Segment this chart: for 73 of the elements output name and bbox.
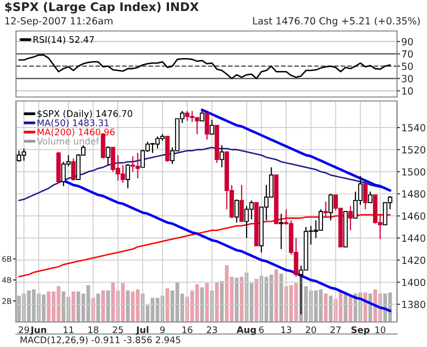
bar xyxy=(348,296,352,322)
bar xyxy=(240,276,244,322)
y-tick-label: 90 xyxy=(402,38,413,46)
bar xyxy=(72,291,76,322)
chart-title: $SPX (Large Cap Index) INDX xyxy=(5,2,199,14)
y-tick-label: 1480 xyxy=(402,190,426,198)
candlestick xyxy=(220,144,224,168)
legend-label: MA(200) 1460.96 xyxy=(38,128,115,136)
x-tick-label: 10 xyxy=(375,326,386,334)
bar xyxy=(328,296,333,322)
x-tick-label: 18 xyxy=(88,326,98,334)
candlestick xyxy=(200,110,204,122)
y-tick-label: 1500 xyxy=(402,168,426,176)
bar xyxy=(205,283,209,322)
y-tick-label: 1420 xyxy=(402,256,426,264)
candlestick xyxy=(324,201,328,218)
text: MACD(12,26,9) -0.911 -3.856 2.945 xyxy=(20,336,180,344)
bar xyxy=(166,288,170,322)
legend-label: $SPX (Daily) 1476.70 xyxy=(38,110,132,119)
y-tick-label: 1380 xyxy=(402,300,426,308)
y-tick-label: 1520 xyxy=(402,146,426,154)
y-tick-label: 30 xyxy=(402,74,413,82)
bar xyxy=(324,294,328,322)
x-tick-label: Aug xyxy=(236,326,256,335)
y-tick-label: 1400 xyxy=(402,278,426,286)
chart-subtitle: 12-Sep-2007 11:26am xyxy=(5,17,112,26)
candlestick xyxy=(239,184,244,222)
text: Volume undef xyxy=(36,138,100,145)
legend-label: RSI(14) 52.47 xyxy=(34,36,94,44)
y-tick-label: 1440 xyxy=(402,234,426,242)
x-tick-label: Jun xyxy=(30,326,46,335)
bar xyxy=(344,294,348,322)
y-tick-label: 70 xyxy=(402,50,413,58)
x-tick-label: 9 xyxy=(160,326,165,334)
candlestick xyxy=(368,191,372,204)
x-tick-label: 11 xyxy=(64,326,74,334)
x-tick-label: 13 xyxy=(281,326,292,334)
x-tick-label: 27 xyxy=(330,326,341,334)
candlestick xyxy=(234,198,239,224)
bar xyxy=(254,278,258,322)
x-tick-label: 25 xyxy=(112,326,123,334)
x-tick-label: Jul xyxy=(136,326,148,335)
candlestick xyxy=(126,163,130,189)
legend-label: MA(50) 1483.31 xyxy=(38,119,109,128)
candlestick xyxy=(204,112,210,140)
x-tick-label: Sep xyxy=(351,326,370,335)
line-series xyxy=(18,54,391,80)
y-tick-label: 1540 xyxy=(402,124,426,132)
bar xyxy=(96,294,100,322)
x-tick-label: 6 xyxy=(259,326,264,334)
x-tick-label: 20 xyxy=(306,326,316,334)
text: Last 1476.70 Chg +5.21 (+0.35%) xyxy=(253,17,420,26)
y-tick-label: 10 xyxy=(402,87,413,95)
candlestick xyxy=(348,205,353,231)
line-series xyxy=(200,108,392,192)
bar xyxy=(274,269,278,322)
candlestick xyxy=(279,213,284,250)
candlestick xyxy=(106,146,110,166)
candlestick xyxy=(363,183,368,210)
bar xyxy=(126,290,130,322)
x-tick-label: 23 xyxy=(206,326,217,334)
candlestick xyxy=(328,193,333,221)
candlestick xyxy=(210,119,214,135)
bar xyxy=(215,282,219,322)
candlestick xyxy=(71,158,76,182)
x-tick-label: 16 xyxy=(182,326,192,334)
bar xyxy=(279,274,284,322)
x-tick-label: 29 xyxy=(18,326,30,334)
bar xyxy=(106,290,110,322)
bar xyxy=(101,290,105,322)
y-tick-label: 1460 xyxy=(402,212,426,220)
y-tick-label: 50 xyxy=(402,62,413,70)
bar xyxy=(200,287,204,322)
